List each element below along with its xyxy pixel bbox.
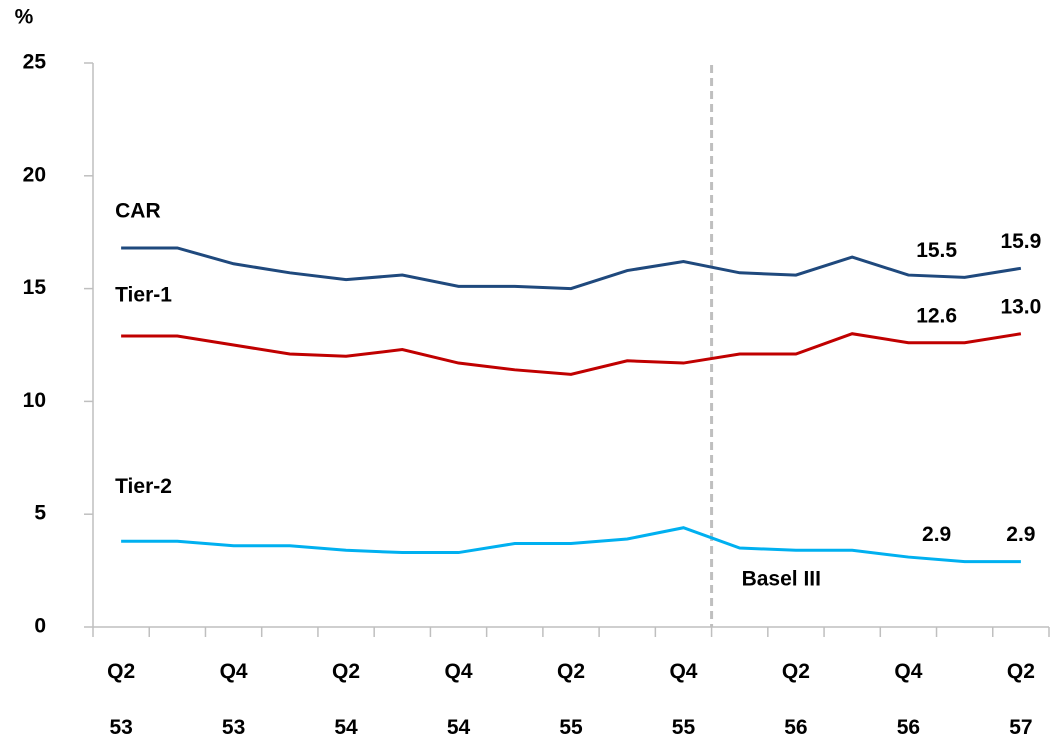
series-name: Tier-2 (115, 475, 172, 498)
x-tick-label-line: 56 (784, 716, 807, 739)
series-line (121, 526, 1021, 564)
data-label: 13.0 (1000, 295, 1041, 318)
x-tick-label-line: Q4 (220, 660, 248, 683)
x-tick-label-line: 53 (222, 716, 245, 739)
y-tick-label: 10 (23, 389, 46, 412)
y-unit-label: % (15, 6, 34, 29)
y-tick-label: 5 (34, 502, 46, 525)
x-tick-label-line: Q4 (445, 660, 473, 683)
x-tick-label: Q2 53 (107, 660, 135, 739)
x-tick-label-line: 57 (1009, 716, 1032, 739)
y-tick-label: 15 (23, 276, 47, 299)
data-label: 15.5 (916, 239, 957, 262)
x-tick-label: Q4 54 (445, 660, 473, 739)
x-tick-label-line: 56 (897, 716, 920, 739)
x-tick-label-line: Q2 (107, 660, 135, 683)
x-tick-label-line: Q4 (894, 660, 922, 683)
x-tick-label-line: 53 (109, 716, 132, 739)
y-tick-label: 20 (23, 163, 46, 186)
x-tick-label: Q2 54 (332, 660, 360, 739)
series-line (121, 332, 1022, 376)
divider-label: Basel III (742, 568, 821, 591)
x-tick-label: Q4 53 (220, 660, 248, 739)
x-tick-label-line: Q2 (557, 660, 585, 683)
x-tick-label-line: 55 (559, 716, 583, 739)
x-tick-label-line: Q2 (1007, 660, 1035, 683)
x-tick-label-line: 54 (334, 716, 358, 739)
data-label: 2.9 (922, 523, 951, 546)
data-label: 12.6 (916, 304, 957, 327)
x-tick-label: Q2 55 (557, 660, 585, 739)
series-line (121, 246, 1022, 291)
x-tick-label-line: 55 (672, 716, 696, 739)
y-tick-label: 25 (23, 51, 47, 74)
x-tick-label-line: Q4 (669, 660, 697, 683)
series-name: Tier-1 (115, 284, 172, 307)
data-label: 2.9 (1006, 523, 1035, 546)
x-tick-label-line: 54 (447, 716, 471, 739)
x-tick-label-line: Q2 (782, 660, 810, 683)
x-tick-label-line: Q2 (332, 660, 360, 683)
x-tick-label: Q4 55 (669, 660, 697, 739)
x-tick-label: Q4 56 (894, 660, 922, 739)
y-tick-label: 0 (34, 615, 46, 638)
x-tick-label: Q2 57 (1007, 660, 1035, 739)
data-label: 15.9 (1000, 230, 1041, 253)
series-name: CAR (115, 200, 161, 223)
x-tick-label: Q2 56 (782, 660, 810, 739)
